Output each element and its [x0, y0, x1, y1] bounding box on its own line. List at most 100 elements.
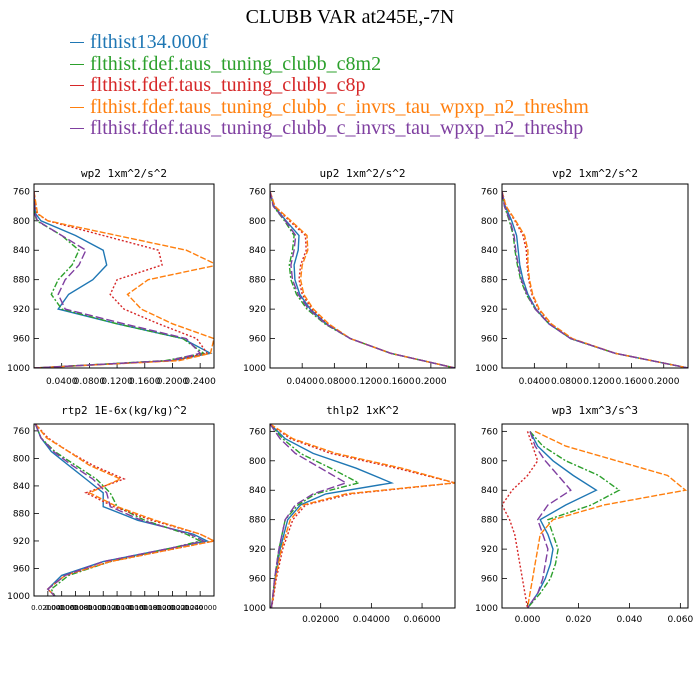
y-tick-label: 760 — [13, 427, 30, 437]
x-tick-label: 0.220000 — [170, 604, 203, 612]
series-line — [270, 191, 455, 368]
y-tick-label: 920 — [249, 545, 266, 555]
y-tick-label: 840 — [13, 482, 30, 492]
x-tick-label: 0.0400 — [286, 377, 318, 387]
x-tick-label: 0.04000 — [353, 615, 390, 625]
y-tick-label: 960 — [481, 335, 498, 345]
series-line — [502, 431, 539, 608]
x-tick-label: 0.0800 — [551, 377, 583, 387]
x-tick-label: 0.020 — [566, 615, 592, 625]
panel-title: vp2 1xm^2/s^2 — [552, 167, 638, 180]
plot-frame — [269, 183, 456, 369]
plot-frame — [501, 423, 689, 609]
legend-label: flthist.fdef.taus_tuning_clubb_c8m2 — [90, 52, 382, 75]
series-line — [270, 424, 455, 608]
legend-swatch — [70, 85, 84, 87]
x-tick-label: 0.000 — [515, 615, 541, 625]
y-tick-label: 880 — [249, 516, 266, 526]
series-line — [34, 424, 206, 596]
y-tick-label: 840 — [13, 246, 30, 256]
legend-swatch — [70, 63, 84, 65]
y-tick-label: 840 — [481, 486, 498, 496]
y-tick-label: 840 — [249, 486, 266, 496]
x-tick-label: 0.2400 — [184, 377, 216, 387]
x-tick-label: 0.120000 — [100, 604, 133, 612]
legend-entry: flthist.fdef.taus_tuning_clubb_c_invrs_t… — [70, 117, 589, 140]
legend-label: flthist.fdef.taus_tuning_clubb_c_invrs_t… — [90, 117, 584, 139]
y-tick-label: 880 — [249, 276, 266, 286]
y-tick-label: 800 — [13, 217, 30, 227]
plot-frame — [33, 183, 215, 369]
x-tick-label: 0.2000 — [157, 377, 189, 387]
x-tick-label: 0.1600 — [383, 377, 415, 387]
x-tick-label: 0.1600 — [129, 377, 161, 387]
y-tick-label: 920 — [481, 305, 498, 315]
series-line — [34, 191, 209, 368]
series-line — [526, 430, 621, 608]
series-line — [34, 191, 213, 368]
series-line — [270, 424, 361, 608]
y-tick-label: 960 — [13, 564, 30, 574]
legend-entry: flthist.fdef.taus_tuning_clubb_c_invrs_t… — [70, 96, 589, 119]
x-tick-label: 0.1200 — [583, 377, 615, 387]
series-line — [270, 424, 455, 608]
series-line — [502, 191, 688, 368]
y-tick-label: 960 — [249, 575, 266, 585]
x-tick-label: 0.1200 — [101, 377, 133, 387]
series-line — [502, 191, 688, 368]
series-line — [34, 191, 206, 368]
y-tick-label: 1000 — [475, 604, 498, 614]
y-tick-label: 1000 — [243, 364, 266, 374]
y-tick-label: 760 — [481, 187, 498, 197]
legend-swatch — [70, 128, 84, 130]
series-line — [526, 430, 688, 608]
y-tick-label: 800 — [13, 454, 30, 464]
legend-entry: flthist.fdef.taus_tuning_clubb_c8p — [70, 74, 589, 97]
plot-frame — [501, 183, 689, 369]
x-tick-label: 0.0800 — [319, 377, 351, 387]
y-tick-label: 880 — [481, 516, 498, 526]
y-tick-label: 960 — [481, 575, 498, 585]
plot-frame — [33, 423, 215, 597]
x-tick-label: 0.0400 — [46, 377, 78, 387]
panel-title: rtp2 1E-6x(kg/kg)^2 — [61, 404, 187, 417]
legend-swatch — [70, 42, 84, 44]
series-line — [270, 191, 455, 368]
y-tick-label: 920 — [249, 305, 266, 315]
x-tick-label: 0.140000 — [114, 604, 147, 612]
x-tick-label: 0.1600 — [616, 377, 648, 387]
x-tick-label: 0.02000 — [302, 615, 339, 625]
x-tick-label: 0.180000 — [142, 604, 175, 612]
y-tick-label: 760 — [481, 427, 498, 437]
legend-entry: flthist.fdef.taus_tuning_clubb_c8m2 — [70, 52, 589, 76]
y-tick-label: 800 — [481, 457, 498, 467]
y-tick-label: 1000 — [7, 592, 30, 602]
y-tick-label: 840 — [249, 246, 266, 256]
series-line — [526, 431, 598, 608]
series-line — [270, 191, 455, 368]
x-tick-label: 0.060 — [667, 615, 693, 625]
y-tick-label: 960 — [249, 335, 266, 345]
y-tick-label: 880 — [13, 276, 30, 286]
series-line — [270, 191, 455, 368]
series-line — [502, 191, 688, 368]
y-tick-label: 960 — [13, 335, 30, 345]
y-tick-label: 920 — [13, 537, 30, 547]
x-tick-label: 0.2000 — [415, 377, 447, 387]
series-line — [34, 191, 202, 368]
y-tick-label: 1000 — [7, 364, 30, 374]
y-tick-label: 800 — [249, 217, 266, 227]
y-tick-label: 1000 — [243, 604, 266, 614]
y-tick-label: 840 — [481, 246, 498, 256]
legend-swatch — [70, 106, 84, 108]
plot-frame — [269, 423, 456, 609]
y-tick-label: 1000 — [475, 364, 498, 374]
x-tick-label: 0.0400 — [519, 377, 551, 387]
series-line — [502, 191, 688, 368]
x-tick-label: 0.040 — [617, 615, 643, 625]
y-tick-label: 760 — [13, 187, 30, 197]
panel-title: thlp2 1xK^2 — [326, 404, 399, 417]
x-tick-label: 0.240000 — [183, 604, 216, 612]
x-tick-label: 0.2000 — [648, 377, 680, 387]
